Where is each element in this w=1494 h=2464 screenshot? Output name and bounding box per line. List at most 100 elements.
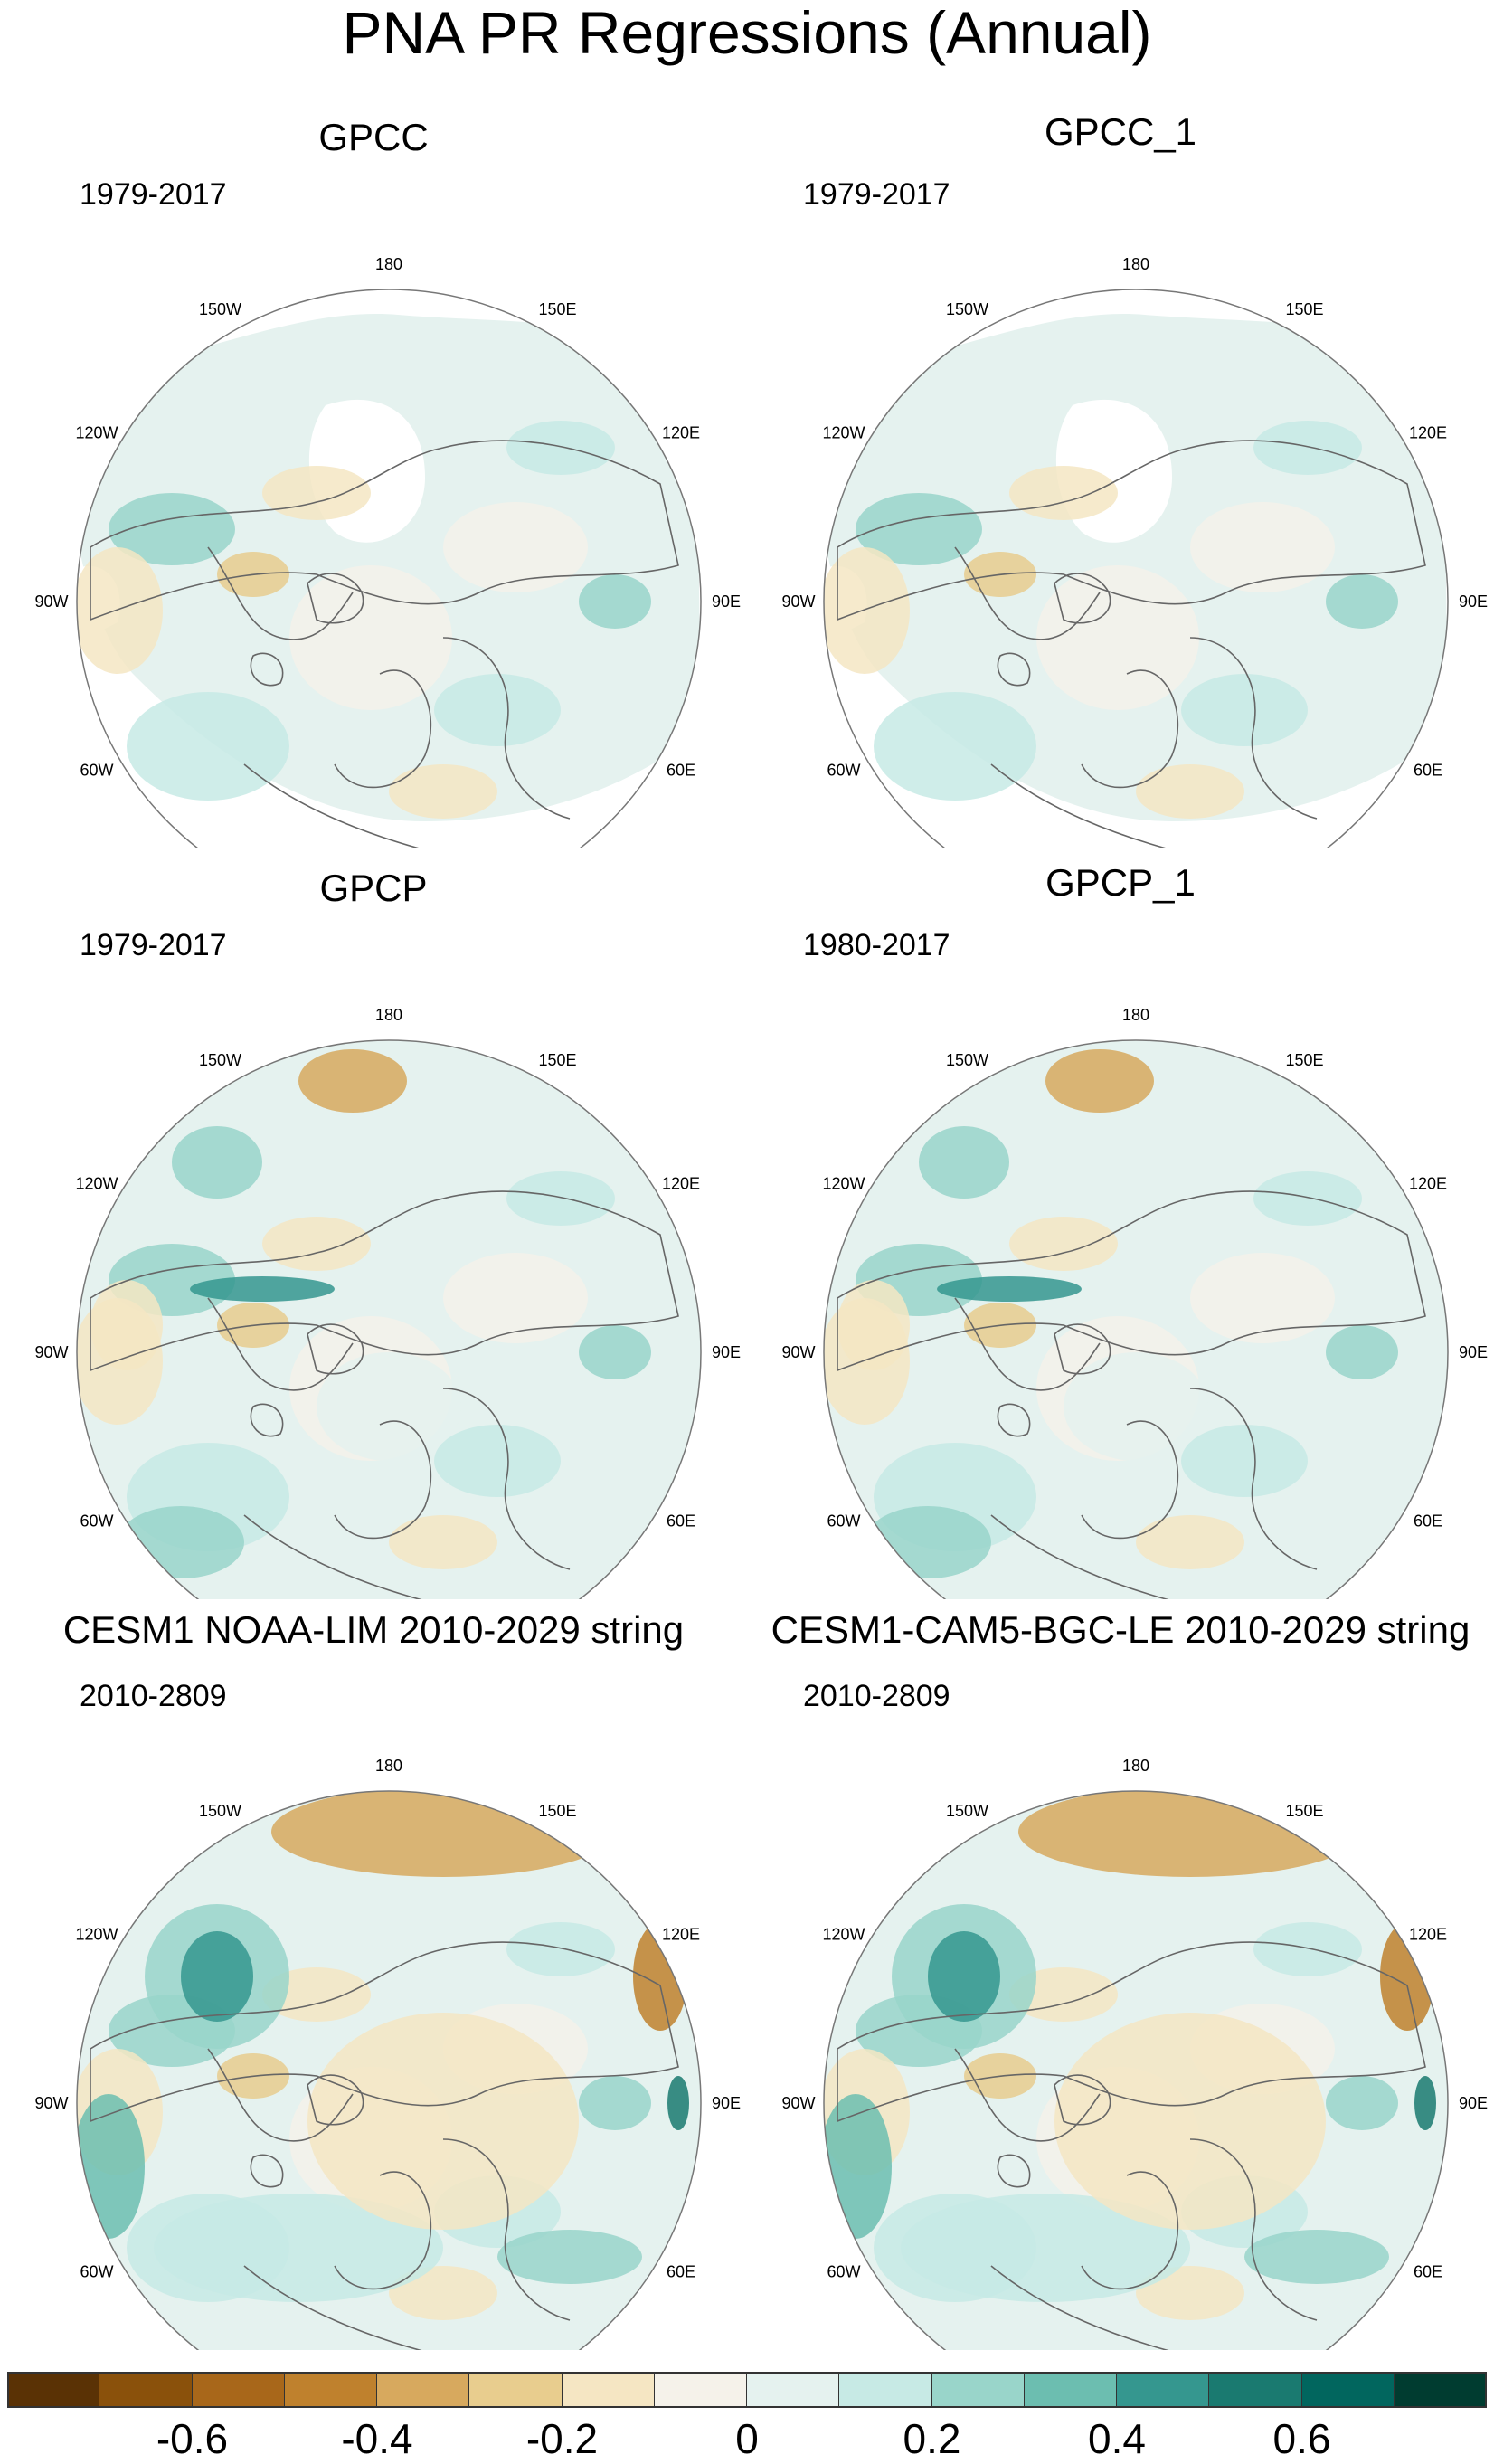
longitude-label: 120W: [75, 424, 118, 442]
anomaly-contour: [317, 1352, 461, 1461]
anomaly-contour: [1036, 565, 1199, 710]
anomaly-contour: [506, 1922, 615, 1976]
longitude-label: 150E: [538, 1051, 576, 1069]
anomaly-contour: [1244, 2230, 1389, 2284]
anomaly-contour: [837, 1280, 910, 1370]
panel-title: GPCP: [319, 867, 428, 909]
longitude-label: 90E: [1459, 1343, 1488, 1361]
longitude-label: 150W: [199, 1802, 241, 1820]
panel-title: GPCC: [318, 116, 429, 158]
anomaly-contour: [77, 547, 163, 674]
longitude-label: 90E: [712, 1343, 741, 1361]
anomaly-contour: [1018, 1791, 1362, 1877]
coastline: [990, 763, 1345, 848]
longitude-label: 60E: [667, 1512, 695, 1531]
longitude-label: 150W: [946, 1802, 988, 1820]
longitude-label: 90W: [34, 1343, 68, 1361]
anomaly-contour: [1326, 574, 1398, 629]
coastline: [1054, 573, 1111, 624]
panel-period: 1979-2017: [80, 928, 227, 962]
coastline: [442, 1388, 571, 1570]
anomaly-contour: [1190, 502, 1335, 592]
colorbar-swatch: [747, 2372, 840, 2408]
longitude-label: 60W: [80, 762, 113, 780]
coastline: [837, 1190, 1426, 1372]
anomaly-contour: [1009, 1967, 1118, 2022]
longitude-label: 120W: [822, 424, 865, 442]
anomaly-contour: [1045, 1049, 1154, 1113]
map-boundary: [76, 289, 702, 848]
colorbar-swatch: [562, 2372, 655, 2408]
longitude-label: 150W: [199, 300, 241, 318]
map-field: [824, 1791, 1448, 2350]
longitude-label: 90E: [712, 592, 741, 611]
longitude-label: 120E: [662, 1175, 700, 1193]
anomaly-contour: [919, 1126, 1009, 1199]
longitude-label: 90E: [1459, 2094, 1488, 2112]
coastline: [90, 440, 679, 621]
polar-map: 180150E120E90E60E30E030W60W90W120W150W: [781, 255, 1488, 848]
anomaly-contour: [667, 2076, 689, 2130]
anomaly-contour: [1136, 2266, 1244, 2320]
coastline: [243, 2265, 598, 2350]
anomaly-contour: [506, 421, 615, 475]
anomaly-contour: [824, 547, 910, 674]
anomaly-contour: [154, 2194, 443, 2302]
colorbar-swatch: [99, 2372, 193, 2408]
anomaly-contour: [262, 1217, 371, 1271]
coastline: [1189, 637, 1318, 820]
anomaly-contour: [937, 1276, 1082, 1302]
longitude-label: 120E: [1409, 1926, 1447, 1944]
coastline: [997, 652, 1031, 687]
anomaly-contour: [118, 1506, 244, 1578]
longitude-label: 180: [375, 1006, 402, 1024]
coastline: [243, 1514, 598, 1599]
coastline: [334, 669, 432, 789]
colorbar-swatch: [1024, 2372, 1117, 2408]
colorbar-tick-label: 0.4: [1088, 2415, 1146, 2462]
panel-period: 2010-2809: [80, 1679, 227, 1713]
panel-period: 1979-2017: [80, 177, 227, 212]
coastline: [90, 1190, 679, 1372]
colorbar-swatch: [1209, 2372, 1302, 2408]
longitude-label: 60W: [827, 1512, 860, 1531]
colorbar-tick-label: 0: [735, 2415, 759, 2462]
coastline: [250, 2154, 284, 2188]
anomaly-contour: [1414, 2076, 1436, 2130]
longitude-label: 90W: [34, 2094, 68, 2112]
coastline: [207, 1297, 354, 1391]
anomaly-contour: [389, 1515, 497, 1569]
anomaly-contour: [579, 2076, 651, 2130]
colorbar-swatch: [1394, 2372, 1487, 2408]
longitude-label: 150W: [946, 300, 988, 318]
longitude-label: 180: [375, 255, 402, 273]
coastline: [990, 2265, 1345, 2350]
anomaly-contour: [1009, 466, 1118, 520]
map-field: [77, 1040, 701, 1599]
coastline: [334, 2171, 432, 2290]
colorbar-swatch: [469, 2372, 563, 2408]
coastline: [997, 1403, 1031, 1437]
coastline: [243, 763, 598, 848]
coastline: [307, 1323, 364, 1375]
colorbar-swatch: [1301, 2372, 1395, 2408]
polar-map: 180150E120E90E60E30E030W60W90W120W150W: [34, 1757, 741, 2350]
coastline: [1081, 2171, 1179, 2290]
longitude-label: 180: [375, 1757, 402, 1775]
coastline: [307, 2074, 364, 2126]
longitude-label: 180: [1122, 255, 1149, 273]
coastline: [442, 637, 571, 820]
coastline: [954, 2048, 1101, 2142]
longitude-label: 150W: [199, 1051, 241, 1069]
colorbar-swatch: [931, 2372, 1025, 2408]
panel-title: CESM1 NOAA-LIM 2010-2029 string: [62, 1608, 685, 1651]
longitude-label: 60E: [1414, 762, 1442, 780]
anomaly-contour: [928, 1931, 1000, 2022]
longitude-label: 120W: [822, 1926, 865, 1944]
anomaly-contour: [901, 2194, 1190, 2302]
coastline: [1081, 1420, 1179, 1540]
coastline: [990, 1514, 1345, 1599]
map-panel-cesm1-cam5-bgc-le: 180150E120E90E60E30E030W60W90W120W150W C…: [747, 1599, 1494, 2350]
longitude-label: 120E: [1409, 1175, 1447, 1193]
map-boundary: [76, 1039, 702, 1599]
